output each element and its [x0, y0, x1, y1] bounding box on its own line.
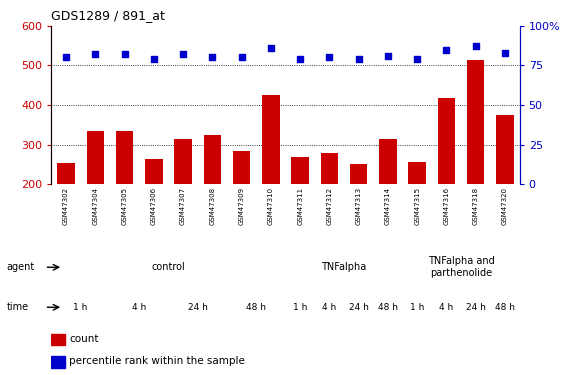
Point — [149, 56, 158, 62]
Point — [266, 45, 275, 51]
Bar — [233, 152, 250, 184]
Text: 24 h: 24 h — [466, 303, 486, 312]
Text: 4 h: 4 h — [132, 303, 146, 312]
Bar — [174, 139, 192, 184]
Text: GDS1289 / 891_at: GDS1289 / 891_at — [51, 9, 165, 22]
Point — [208, 54, 217, 60]
Point — [325, 54, 334, 60]
Point — [179, 51, 188, 57]
Text: 4 h: 4 h — [322, 303, 336, 312]
Bar — [496, 115, 514, 184]
Text: GSM47313: GSM47313 — [356, 188, 361, 225]
Text: GSM47310: GSM47310 — [268, 188, 274, 225]
Bar — [57, 163, 75, 184]
Bar — [262, 95, 280, 184]
Text: GSM47305: GSM47305 — [122, 188, 127, 225]
Bar — [291, 157, 309, 184]
Text: percentile rank within the sample: percentile rank within the sample — [70, 356, 246, 366]
Text: GSM47302: GSM47302 — [63, 188, 69, 225]
Text: 1 h: 1 h — [293, 303, 307, 312]
Bar — [145, 159, 163, 184]
Text: GSM47320: GSM47320 — [502, 188, 508, 225]
Bar — [51, 334, 65, 345]
Point — [296, 56, 305, 62]
Bar — [86, 131, 104, 184]
Text: GSM47306: GSM47306 — [151, 188, 157, 225]
Text: GSM47307: GSM47307 — [180, 188, 186, 225]
Text: time: time — [7, 302, 29, 312]
Text: GSM47318: GSM47318 — [473, 188, 478, 225]
Bar — [321, 153, 338, 184]
Point — [237, 54, 246, 60]
Text: GSM47304: GSM47304 — [93, 188, 98, 225]
Point — [62, 54, 71, 60]
Bar — [116, 131, 133, 184]
Point — [383, 53, 392, 59]
Bar — [51, 356, 65, 368]
Text: control: control — [151, 262, 186, 272]
Point — [354, 56, 363, 62]
Bar — [203, 135, 221, 184]
Text: 24 h: 24 h — [188, 303, 208, 312]
Point — [442, 46, 451, 53]
Text: GSM47309: GSM47309 — [239, 188, 244, 225]
Text: 24 h: 24 h — [349, 303, 369, 312]
Text: TNFalpha and
parthenolide: TNFalpha and parthenolide — [428, 256, 494, 278]
Point — [413, 56, 422, 62]
Bar — [438, 98, 455, 184]
Text: GSM47312: GSM47312 — [327, 188, 332, 225]
Bar — [408, 162, 426, 184]
Text: 1 h: 1 h — [410, 303, 424, 312]
Text: GSM47315: GSM47315 — [414, 188, 420, 225]
Bar — [467, 60, 484, 184]
Text: GSM47308: GSM47308 — [210, 188, 215, 225]
Text: GSM47314: GSM47314 — [385, 188, 391, 225]
Point — [471, 44, 480, 50]
Text: 1 h: 1 h — [74, 303, 88, 312]
Text: 48 h: 48 h — [246, 303, 266, 312]
Bar — [379, 139, 397, 184]
Point — [91, 51, 100, 57]
Point — [500, 50, 509, 56]
Text: count: count — [70, 334, 99, 344]
Bar — [350, 165, 368, 184]
Text: TNFalpha: TNFalpha — [321, 262, 367, 272]
Point — [120, 51, 129, 57]
Text: 48 h: 48 h — [378, 303, 398, 312]
Text: GSM47311: GSM47311 — [297, 188, 303, 225]
Text: 48 h: 48 h — [495, 303, 515, 312]
Text: GSM47316: GSM47316 — [444, 188, 449, 225]
Text: 4 h: 4 h — [439, 303, 453, 312]
Text: agent: agent — [7, 262, 35, 272]
